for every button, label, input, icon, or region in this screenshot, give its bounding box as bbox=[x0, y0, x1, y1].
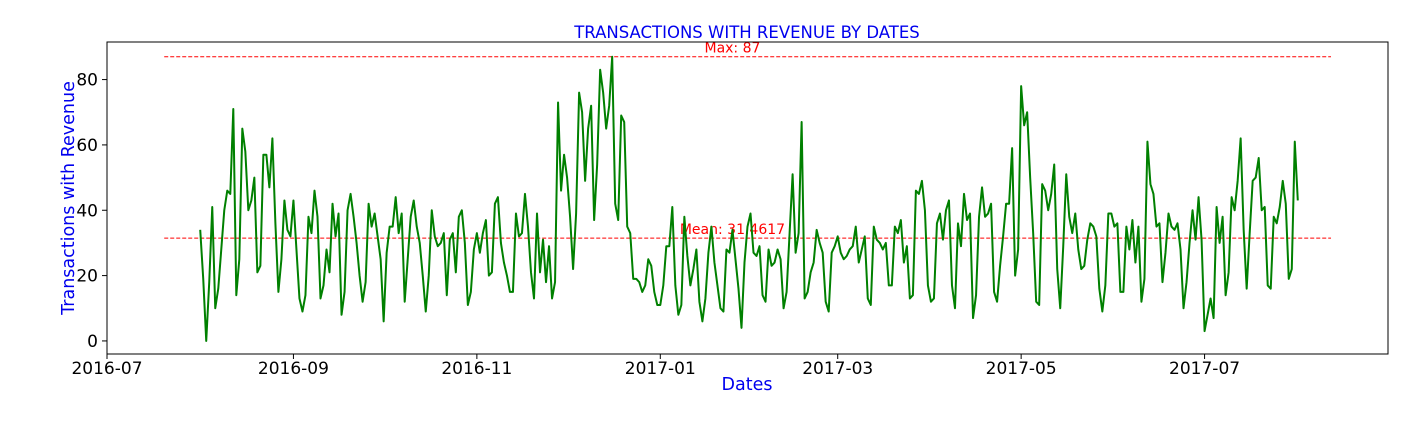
x-tick-label: 2016-07 bbox=[71, 359, 142, 379]
x-tick-label: 2017-07 bbox=[1169, 359, 1240, 379]
x-tick-label: 2017-03 bbox=[802, 359, 873, 379]
x-tick-label: 2017-01 bbox=[625, 359, 696, 379]
y-tick-label: 20 bbox=[76, 267, 98, 287]
y-tick-label: 0 bbox=[87, 332, 98, 352]
x-tick-label: 2016-11 bbox=[441, 359, 512, 379]
plot-frame bbox=[106, 41, 1389, 355]
y-tick-label: 60 bbox=[76, 136, 98, 156]
chart-title: TRANSACTIONS WITH REVENUE BY DATES bbox=[573, 23, 920, 42]
series-line bbox=[199, 55, 1299, 342]
x-tick-label: 2016-09 bbox=[258, 359, 329, 379]
y-tick-label: 40 bbox=[76, 201, 98, 221]
x-axis-title: Dates bbox=[722, 375, 773, 395]
x-tick-label: 2017-05 bbox=[986, 359, 1057, 379]
x-axis: 2016-07 2016-09 2016-11 2017-01 2017-03 2017-… bbox=[71, 354, 1240, 379]
y-axis: 0 20 40 60 80 bbox=[76, 71, 107, 352]
series-group bbox=[199, 55, 1299, 342]
y-axis-title: Transactions with Revenue bbox=[59, 81, 79, 316]
reference-label: Max: 87 bbox=[704, 41, 760, 57]
y-tick-label: 80 bbox=[76, 71, 98, 91]
